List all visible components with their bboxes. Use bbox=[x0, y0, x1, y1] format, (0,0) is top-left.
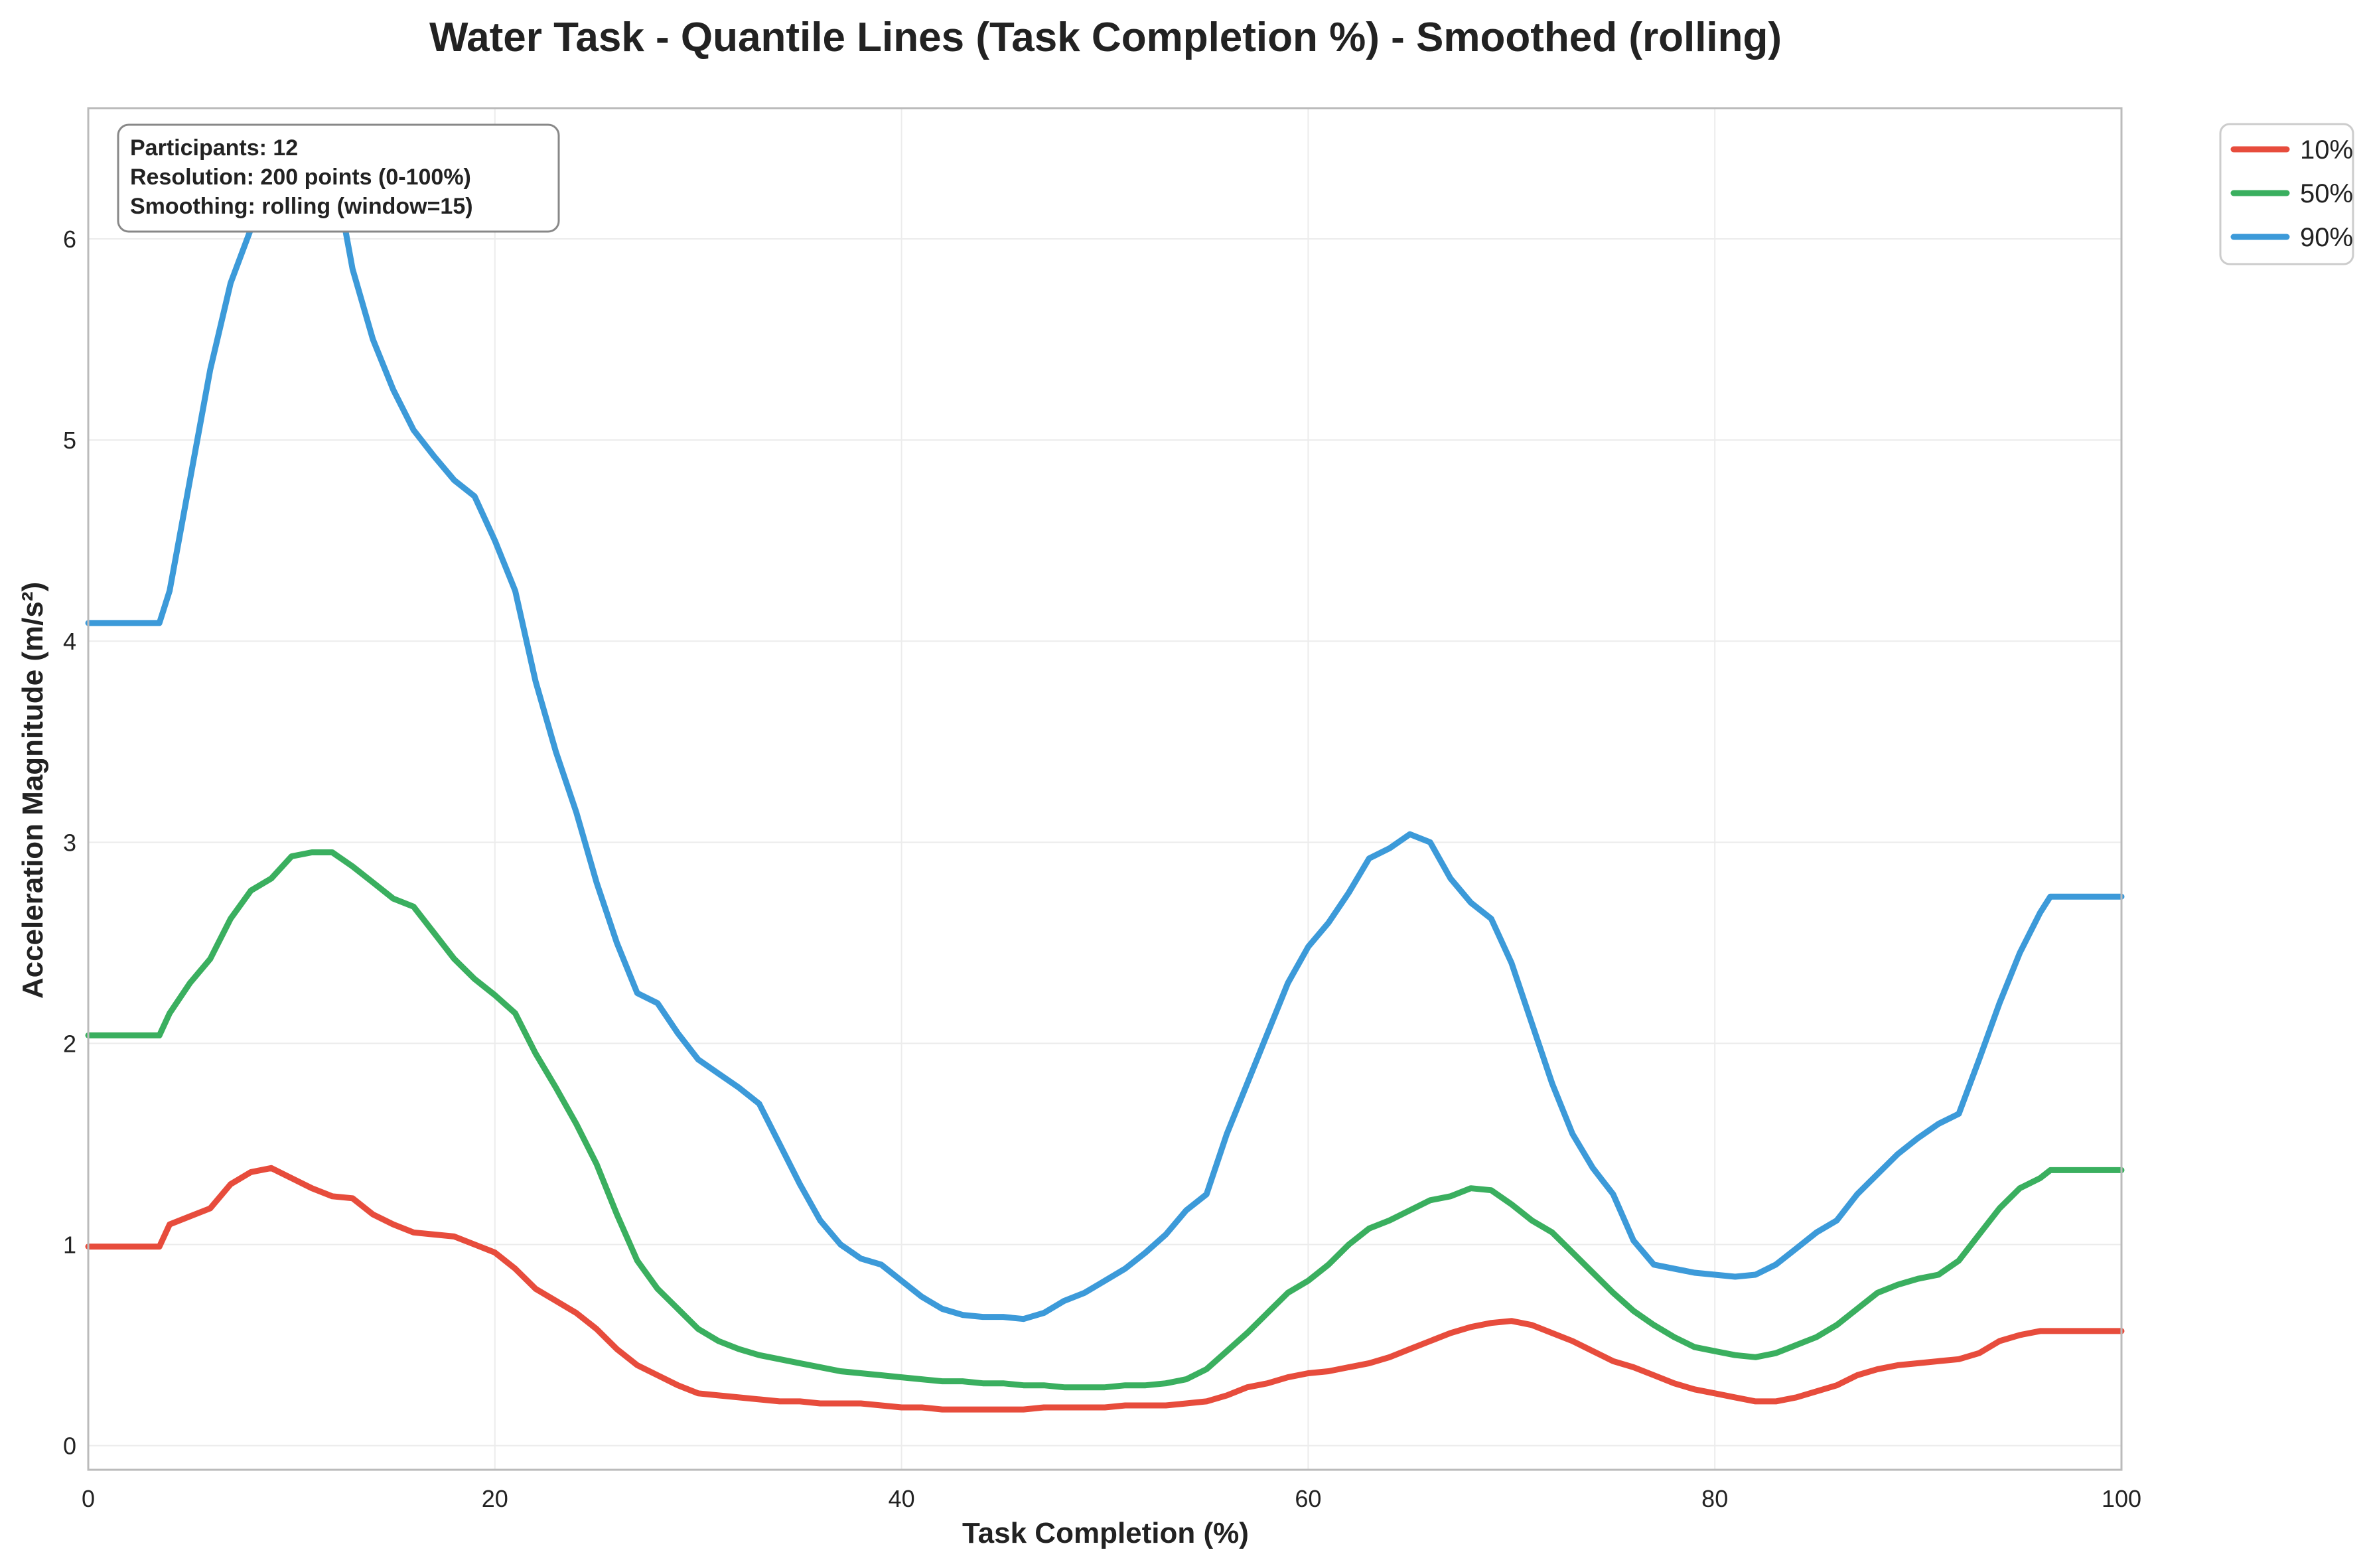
series-line-3 bbox=[85, 125, 2125, 1322]
legend: 10% 50% 90% bbox=[2219, 123, 2354, 265]
y-tick-label: 4 bbox=[63, 628, 76, 655]
plot-frame bbox=[87, 107, 2123, 1471]
y-tick-label: 1 bbox=[63, 1232, 76, 1259]
x-tick-label: 0 bbox=[82, 1485, 95, 1512]
y-tick-label: 6 bbox=[63, 226, 76, 253]
series-line-2 bbox=[85, 849, 2125, 1391]
legend-items: 10% 50% 90% bbox=[2230, 135, 2353, 252]
info-box-frame bbox=[117, 123, 560, 233]
x-tick-label: 20 bbox=[482, 1485, 508, 1512]
x-tick-label: 80 bbox=[1701, 1485, 1728, 1512]
y-tick-label: 2 bbox=[63, 1030, 76, 1057]
legend-label-1: 10% bbox=[2300, 135, 2353, 165]
info-box: Participants: 12 Resolution: 200 points … bbox=[117, 123, 560, 233]
info-resolution: Resolution: 200 points (0-100%) bbox=[130, 165, 471, 190]
series-lines bbox=[85, 125, 2125, 1413]
y-tick-label: 3 bbox=[63, 829, 76, 856]
axis-ticks: 0 20 40 60 80 100 0 1 2 3 4 5 6 bbox=[63, 226, 2141, 1512]
series-line-1 bbox=[85, 1165, 2125, 1413]
y-tick-label: 0 bbox=[63, 1433, 76, 1460]
info-smoothing: Smoothing: rolling (window=15) bbox=[130, 194, 473, 219]
info-participants: Participants: 12 bbox=[130, 135, 298, 161]
x-tick-label: 40 bbox=[889, 1485, 915, 1512]
chart-title: Water Task - Quantile Lines (Task Comple… bbox=[429, 15, 1782, 60]
x-axis-label: Task Completion (%) bbox=[962, 1517, 1249, 1549]
legend-label-3: 90% bbox=[2300, 223, 2353, 252]
x-tick-label: 100 bbox=[2102, 1485, 2141, 1512]
x-tick-label: 60 bbox=[1295, 1485, 1321, 1512]
y-axis-label: Acceleration Magnitude (m/s²) bbox=[17, 582, 49, 999]
y-tick-label: 5 bbox=[63, 427, 76, 454]
legend-label-2: 50% bbox=[2300, 179, 2353, 208]
